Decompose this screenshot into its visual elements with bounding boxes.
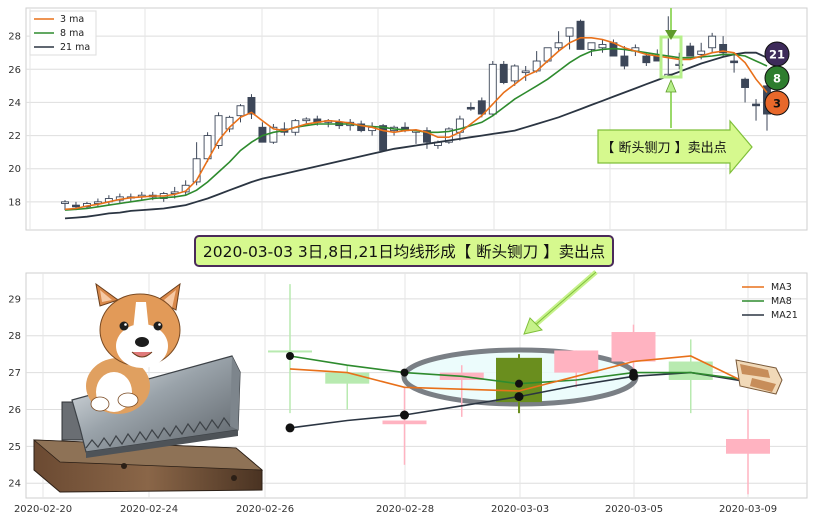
bot-ma8-line-marker [515, 379, 523, 388]
top-candle-body [61, 201, 69, 204]
top-candle-body [642, 55, 651, 64]
legend-label-bot-ma3: MA3 [771, 282, 792, 293]
legend-label-bot-ma21: MA21 [771, 310, 798, 321]
top-ma21-line [64, 51, 768, 220]
top-y-tick-label: 18 [8, 197, 21, 208]
bot-candle-body [325, 372, 370, 384]
corgi-illustration [86, 282, 181, 414]
top-candle-body [499, 63, 508, 84]
bot-candle-body [382, 420, 427, 425]
top-candle-body [302, 118, 311, 122]
top-candle-body [269, 126, 278, 143]
top-candle-body [510, 65, 519, 82]
bot-candle-body [611, 332, 656, 362]
bot-candle-body [726, 438, 770, 454]
signal-pointer-arrow [523, 270, 598, 335]
bot-candle-body [268, 350, 312, 353]
badge-21: 21 [769, 48, 785, 62]
bot-y-tick-label: 28 [8, 331, 21, 342]
bot-y-tick-label: 26 [8, 405, 21, 416]
sell-point-callout: 【 断头铡刀 】卖出点 [597, 119, 753, 175]
bot-x-tick-label: 2020-02-20 [14, 504, 72, 515]
top-candle-body [466, 106, 475, 110]
top-candle-body [488, 63, 497, 115]
top-candle-body [521, 70, 530, 74]
bot-ma21-line-marker [400, 410, 409, 420]
callout-text: 【 断头铡刀 】卖出点 [601, 141, 726, 156]
down-arrow-icon [665, 30, 677, 40]
top-candle-body [675, 63, 684, 66]
bot-candle-body [554, 350, 599, 373]
top-candle-body [697, 50, 706, 55]
signal-highlight [659, 8, 683, 128]
zoom-title: 2020-03-03 3日,8日,21日均线形成【 断头铡刀 】卖出点 [203, 243, 605, 261]
legend-label-ma8: 8 ma [60, 28, 84, 39]
top-candle-body [576, 20, 585, 50]
top-candle-body [719, 43, 728, 54]
top-panel: 18 20 22 24 26 28 [8, 7, 808, 231]
top-candle-body [587, 42, 596, 50]
top-candle-body [247, 97, 256, 115]
top-candle-body [598, 43, 607, 49]
guillotine-illustration [32, 355, 264, 493]
top-candle-body [423, 130, 431, 143]
blade-icon [735, 359, 783, 395]
bot-y-tick-label: 27 [8, 368, 21, 379]
up-arrow-icon [665, 78, 677, 93]
top-y-tick-label: 22 [8, 131, 21, 142]
legend-label-ma3: 3 ma [60, 14, 84, 25]
legend-label-bot-ma8: MA8 [771, 296, 792, 307]
badge-8: 8 [773, 72, 781, 86]
bot-y-tick-label: 29 [8, 294, 21, 305]
top-y-tick-label: 28 [8, 32, 21, 43]
top-y-tick-label: 20 [8, 164, 21, 175]
bot-candle-body [668, 361, 713, 380]
top-y-tick-label: 26 [8, 65, 21, 76]
bot-x-tick-label: 2020-03-05 [605, 504, 663, 515]
top-candle-body [686, 45, 695, 57]
top-candle-body [554, 42, 563, 49]
top-y-tick-label: 24 [8, 98, 21, 109]
badge-3: 3 [773, 97, 781, 111]
top-candle-body [741, 78, 750, 88]
top-candle-body [72, 204, 80, 208]
bot-y-tick-label: 25 [8, 442, 21, 453]
legend-label-ma21: 21 ma [60, 42, 90, 53]
bot-ma8-line-marker [629, 368, 638, 377]
top-candle-body [192, 158, 201, 183]
bot-y-tick-label: 24 [8, 479, 21, 490]
bot-ma21-line-marker [285, 423, 295, 433]
bot-x-tick-label: 2020-02-28 [376, 504, 434, 515]
top-candle-body [477, 100, 486, 115]
bot-x-tick-label: 2020-03-09 [719, 504, 777, 515]
bot-x-tick-label: 2020-02-26 [236, 504, 294, 515]
ma-badges: 21 8 3 [764, 41, 790, 116]
top-candle-body [620, 55, 629, 67]
bot-x-tick-label: 2020-03-03 [491, 504, 549, 515]
top-candle-body [752, 103, 760, 107]
bottom-legend: MA3 MA8 MA21 [742, 282, 798, 321]
top-candle-body [708, 35, 717, 49]
bot-ma8-line-marker [286, 351, 294, 360]
bot-ma8-line-marker [400, 368, 409, 377]
top-candle-body [236, 105, 245, 117]
bot-ma21-line-marker [514, 392, 524, 402]
bot-ma3-line [289, 355, 749, 392]
zoom-title-box: 2020-03-03 3日,8日,21日均线形成【 断头铡刀 】卖出点 [194, 235, 614, 267]
bot-x-tick-label: 2020-02-24 [120, 504, 178, 515]
top-legend: 3 ma 8 ma 21 ma [29, 10, 97, 56]
top-candle-body [730, 60, 739, 64]
top-candle-body [214, 115, 223, 146]
top-candle-body [357, 123, 366, 132]
top-candle-body [565, 27, 574, 37]
top-ma3-line [64, 36, 768, 211]
